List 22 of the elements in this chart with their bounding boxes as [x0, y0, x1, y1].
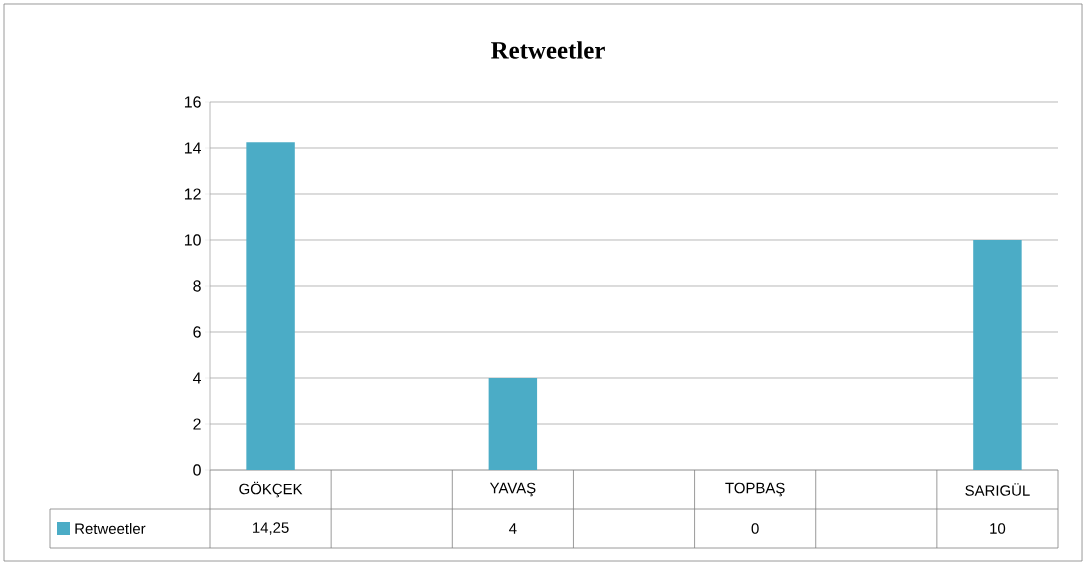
- data-label: 14,25: [253, 522, 289, 535]
- y-tick-label: 10: [184, 234, 201, 246]
- y-tick-label: 6: [193, 326, 201, 338]
- y-tick-label: 4: [192, 372, 202, 384]
- y-tick-label: 16: [184, 96, 201, 108]
- data-label: 0: [751, 523, 759, 534]
- x-tick-label: YAVAŞ: [489, 482, 536, 497]
- x-tick-label: TOPBAŞ: [725, 482, 785, 497]
- y-tick-label: 8: [193, 280, 201, 292]
- bar: [973, 240, 1022, 470]
- data-label: 4: [509, 523, 517, 534]
- x-tick-label: SARIGÜL: [965, 483, 1030, 496]
- bar: [246, 142, 295, 470]
- y-tick-label: 14: [184, 142, 201, 154]
- y-tick-label: 2: [193, 418, 201, 430]
- bar: [488, 378, 538, 470]
- x-tick-label: GÖKÇEK: [239, 481, 303, 498]
- chart-title: Retweetler: [491, 41, 605, 59]
- y-tick-label: 0: [193, 464, 201, 476]
- y-tick-label: 12: [184, 188, 201, 200]
- legend-label: Retweetler: [75, 523, 146, 534]
- data-label: 10: [990, 523, 1006, 534]
